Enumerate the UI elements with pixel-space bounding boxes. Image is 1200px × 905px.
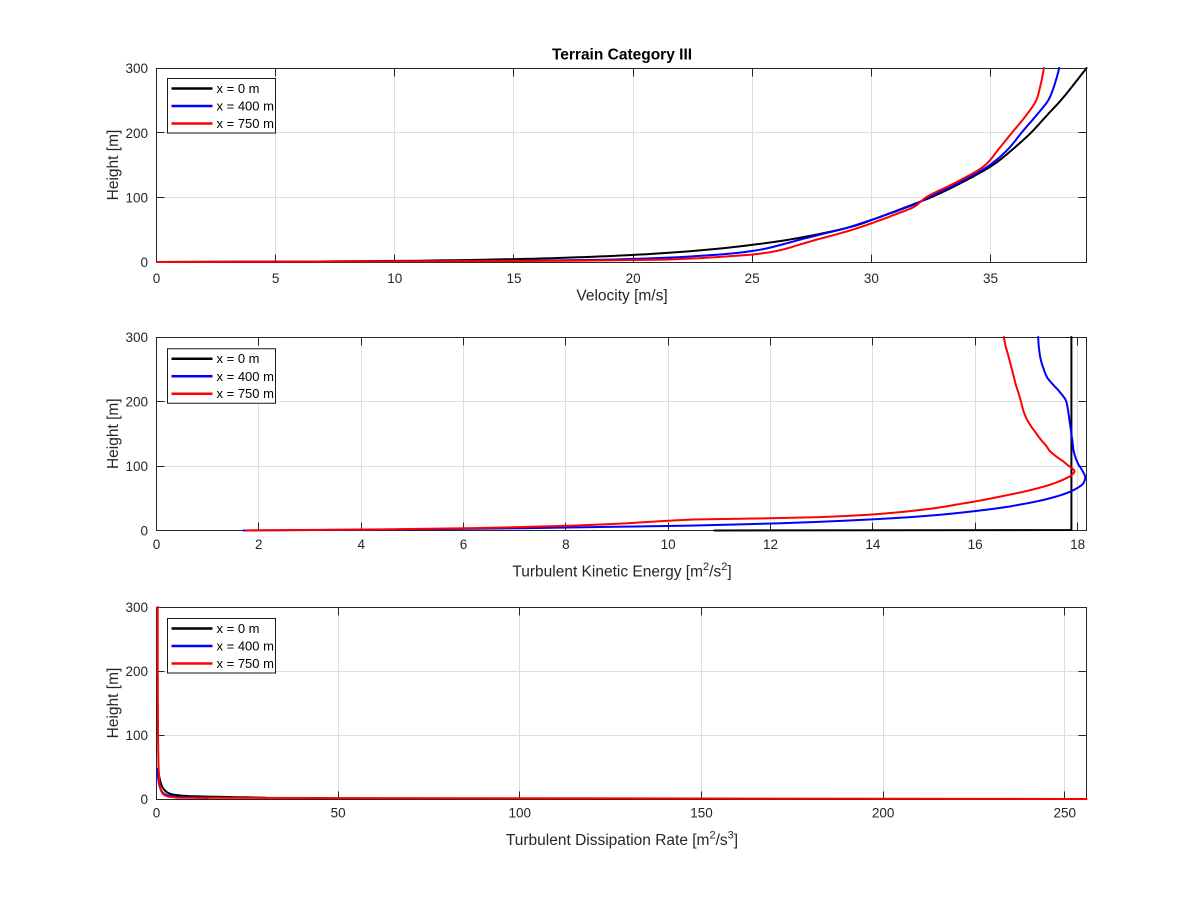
svg-text:x = 750 m: x = 750 m [217, 386, 274, 401]
svg-text:5: 5 [272, 271, 280, 286]
svg-text:2: 2 [255, 537, 263, 552]
svg-text:0: 0 [153, 806, 161, 821]
svg-text:8: 8 [562, 537, 570, 552]
svg-text:100: 100 [509, 806, 532, 821]
svg-text:100: 100 [125, 191, 148, 206]
svg-text:Turbulent Dissipation Rate [m2: Turbulent Dissipation Rate [m2/s3] [506, 830, 738, 850]
svg-text:x = 0 m: x = 0 m [217, 351, 260, 366]
svg-text:0: 0 [140, 524, 148, 539]
svg-text:x = 750 m: x = 750 m [217, 116, 274, 131]
svg-text:x = 0 m: x = 0 m [217, 621, 260, 636]
svg-text:35: 35 [983, 271, 998, 286]
svg-text:100: 100 [125, 728, 148, 743]
svg-text:12: 12 [763, 537, 778, 552]
svg-text:300: 300 [125, 61, 148, 76]
svg-text:18: 18 [1070, 537, 1085, 552]
svg-text:0: 0 [153, 271, 161, 286]
svg-text:0: 0 [140, 255, 148, 270]
svg-text:150: 150 [690, 806, 713, 821]
svg-text:20: 20 [626, 271, 641, 286]
svg-text:Height [m]: Height [m] [105, 668, 122, 739]
svg-text:x = 400 m: x = 400 m [217, 99, 274, 114]
svg-text:100: 100 [125, 459, 148, 474]
svg-text:x = 400 m: x = 400 m [217, 369, 274, 384]
svg-text:Terrain Category III: Terrain Category III [552, 47, 692, 64]
svg-text:6: 6 [460, 537, 468, 552]
svg-text:x = 400 m: x = 400 m [217, 639, 274, 654]
svg-text:14: 14 [865, 537, 881, 552]
svg-text:25: 25 [745, 271, 760, 286]
svg-text:0: 0 [140, 792, 148, 807]
svg-text:300: 300 [125, 600, 148, 615]
svg-text:10: 10 [387, 271, 402, 286]
svg-text:Height [m]: Height [m] [105, 398, 122, 469]
svg-text:0: 0 [153, 537, 161, 552]
svg-text:300: 300 [125, 330, 148, 345]
svg-text:200: 200 [872, 806, 895, 821]
svg-text:30: 30 [864, 271, 879, 286]
svg-text:Velocity [m/s]: Velocity [m/s] [576, 288, 667, 305]
svg-text:250: 250 [1054, 806, 1077, 821]
svg-text:x = 0 m: x = 0 m [217, 81, 260, 96]
svg-text:4: 4 [357, 537, 365, 552]
svg-text:200: 200 [125, 126, 148, 141]
svg-text:200: 200 [125, 395, 148, 410]
svg-text:Turbulent Kinetic Energy [m2/s: Turbulent Kinetic Energy [m2/s2] [512, 561, 731, 581]
svg-text:x = 750 m: x = 750 m [217, 656, 274, 671]
svg-text:16: 16 [968, 537, 983, 552]
svg-text:15: 15 [506, 271, 521, 286]
svg-text:10: 10 [661, 537, 676, 552]
svg-text:Height [m]: Height [m] [105, 130, 122, 201]
svg-text:200: 200 [125, 664, 148, 679]
svg-text:50: 50 [331, 806, 346, 821]
